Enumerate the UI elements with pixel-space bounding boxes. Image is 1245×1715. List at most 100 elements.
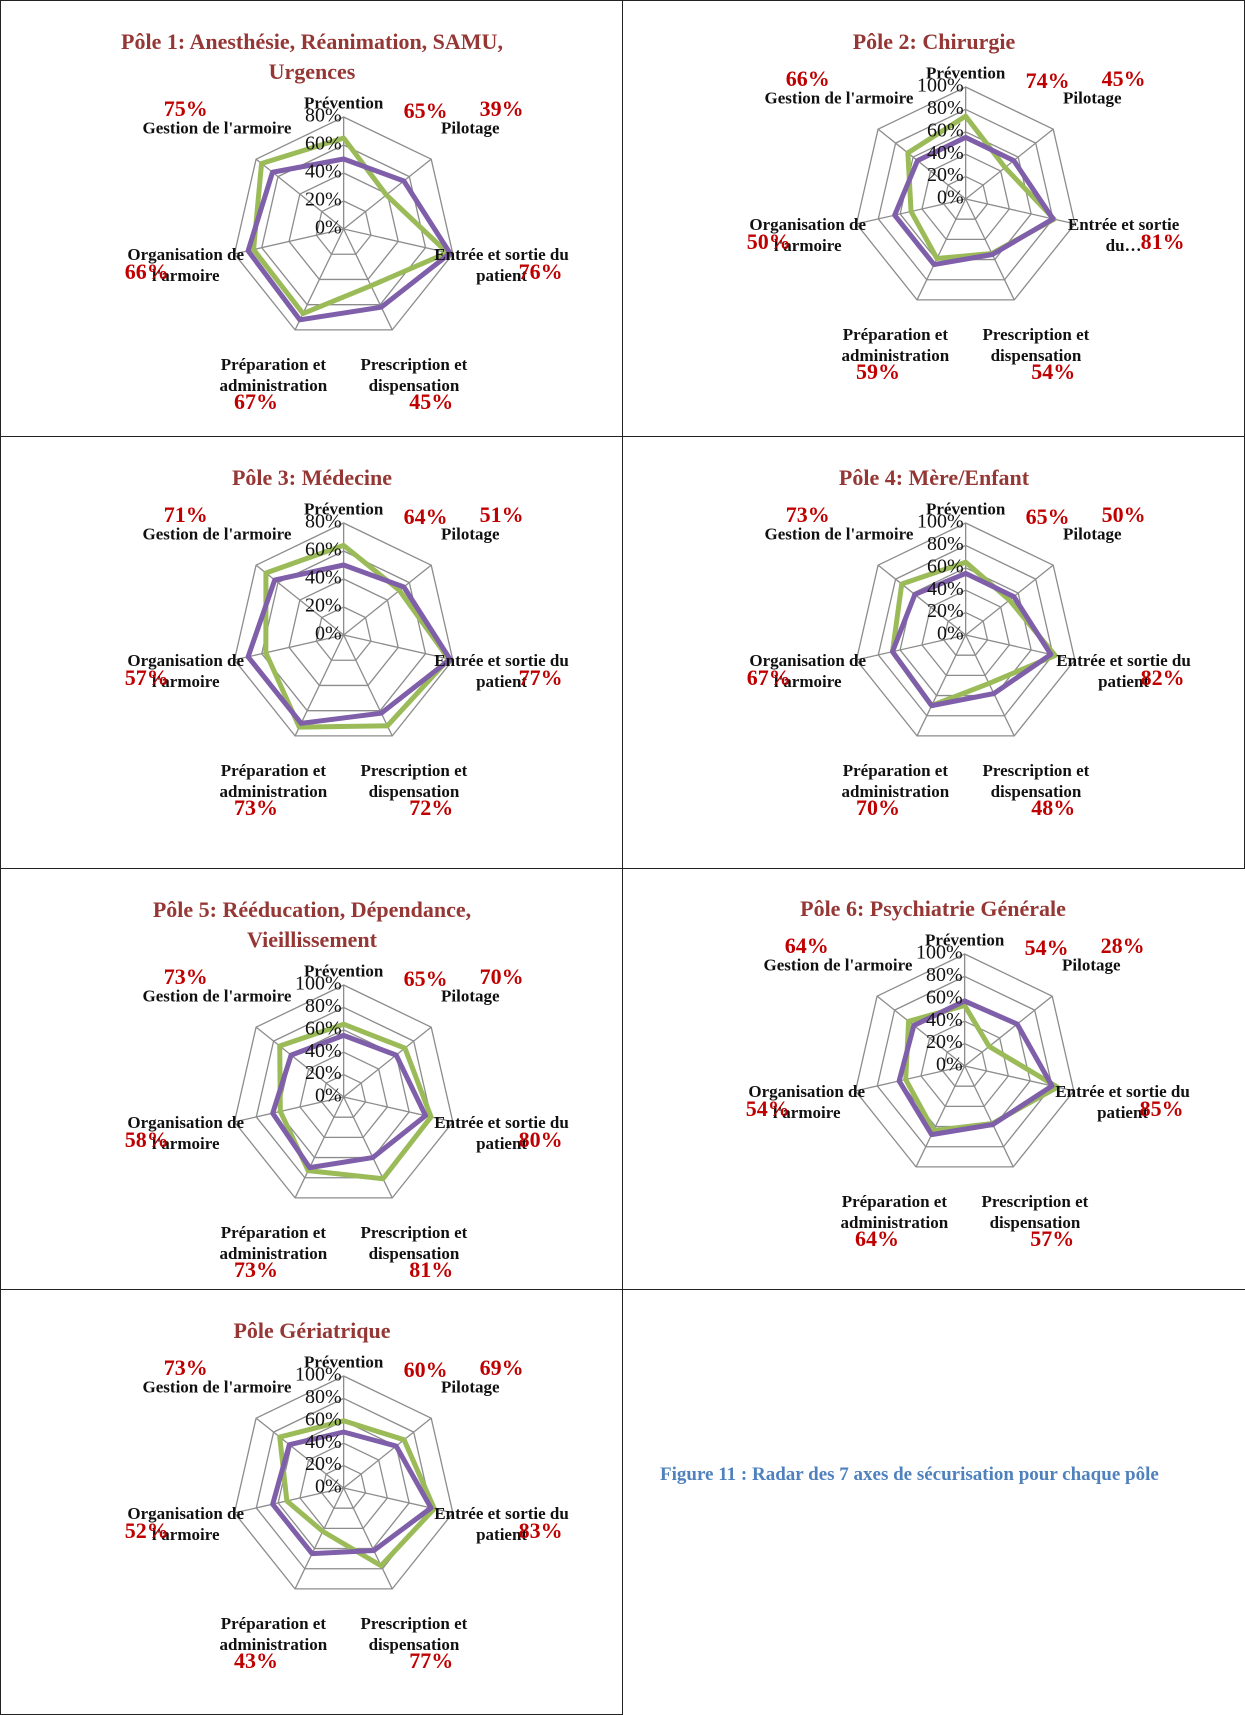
- chart-cell: 0% 20% 40% 60% 80% 100% Pôle 2: Chirurgie Préve…: [622, 0, 1245, 437]
- grid-ring: [261, 144, 427, 306]
- series-line: [905, 113, 1057, 262]
- data-label: 75%: [163, 96, 208, 122]
- grid-ring: [921, 153, 1011, 241]
- data-label: 80%: [518, 1126, 563, 1152]
- chart-cell: 0% 20% 40% 60% 80% 100% Pôle 5: Rééducation, D…: [0, 868, 623, 1290]
- spoke: [343, 1096, 453, 1123]
- radar-chart: 0%20%40%60%80%100%: [233, 1364, 454, 1590]
- grid-ring: [233, 1375, 454, 1590]
- series-line: [892, 134, 1056, 268]
- grid-ring: [877, 544, 1054, 717]
- y-tick-label: 20%: [305, 595, 342, 617]
- grid-ring: [876, 975, 1053, 1148]
- spoke: [915, 1065, 966, 1168]
- axis-label: Pilotage: [1063, 88, 1122, 108]
- axis-label: Organisation de l'armoire: [749, 215, 867, 256]
- axis-label: Prévention: [925, 63, 1006, 83]
- grid-ring: [321, 1073, 367, 1118]
- axis-label: Organisation de l'armoire: [127, 1113, 245, 1154]
- axis-label: Prescription et dispensation: [360, 1222, 468, 1263]
- data-label: 66%: [785, 66, 830, 92]
- y-tick-label: 80%: [305, 105, 342, 127]
- grid-ring: [877, 108, 1054, 281]
- axis-label: Entrée et sortie du patient: [434, 651, 569, 692]
- y-tick-label: 80%: [305, 1386, 342, 1408]
- spoke: [343, 1417, 432, 1489]
- y-tick-label: 100%: [917, 75, 964, 97]
- spoke: [343, 634, 393, 737]
- axis-label: Prescription et dispensation: [360, 760, 468, 801]
- data-label: 45%: [409, 388, 454, 414]
- axis-label: Préparation et administration: [219, 760, 328, 801]
- y-tick-label: 40%: [926, 1009, 963, 1031]
- y-tick-label: 40%: [305, 1040, 342, 1062]
- y-tick-label: 80%: [927, 97, 964, 119]
- series-line: [245, 562, 453, 726]
- data-label: 57%: [1030, 1225, 1075, 1251]
- y-tick-label: 40%: [927, 142, 964, 164]
- axis-label: Entrée et sortie du patient: [434, 1504, 569, 1545]
- grid-ring: [315, 200, 372, 255]
- axis-label: Pilotage: [441, 1377, 500, 1397]
- chart-cell: 0% 20% 40% 60% 80% 100% Pôle Gériatrique Préven…: [0, 1289, 623, 1715]
- grid-ring: [315, 606, 372, 661]
- spoke: [343, 564, 432, 636]
- radar-chart: 0%20%40%60%80%100%: [855, 511, 1076, 737]
- y-tick-label: 60%: [305, 539, 342, 561]
- chart-title: Pôle 4: Mère/Enfant: [838, 465, 1030, 490]
- axis-label: Gestion de l'armoire: [142, 118, 292, 138]
- y-tick-label: 60%: [305, 1408, 342, 1430]
- chart-cell: 0% 20% 40% 60% 80% Pôle 1: Anesthésie, Réanim…: [0, 0, 623, 437]
- data-label: 54%: [1031, 358, 1076, 384]
- data-label: 82%: [1140, 664, 1185, 690]
- grid-ring: [255, 1397, 432, 1570]
- spoke: [294, 1096, 345, 1199]
- data-label: 70%: [856, 794, 900, 820]
- spoke: [234, 634, 344, 661]
- data-label: 43%: [234, 1647, 278, 1673]
- axis-label: Entrée et sortie du…: [1067, 215, 1180, 256]
- y-tick-label: 0%: [315, 217, 342, 239]
- grid-ring: [921, 589, 1011, 677]
- spoke: [343, 1026, 432, 1098]
- spoke: [234, 1096, 344, 1123]
- data-label: 65%: [1025, 504, 1070, 530]
- series-line: [889, 559, 1058, 709]
- data-label: 74%: [1025, 68, 1070, 94]
- y-tick-label: 20%: [927, 600, 964, 622]
- series-line: [245, 156, 453, 323]
- data-label: 59%: [856, 358, 900, 384]
- y-tick-label: 60%: [926, 986, 963, 1008]
- data-label: 48%: [1031, 794, 1076, 820]
- axis-label: Prescription et dispensation: [982, 324, 1090, 365]
- spoke: [855, 1065, 965, 1092]
- data-label: 81%: [409, 1256, 454, 1282]
- series-line: [896, 998, 1055, 1138]
- series-line: [277, 1418, 437, 1569]
- data-label: 50%: [1101, 502, 1146, 528]
- data-label: 77%: [409, 1647, 454, 1673]
- axis-label: Préparation et administration: [219, 1222, 328, 1263]
- radar-chart: 0%20%40%60%80%100%: [233, 973, 454, 1199]
- y-tick-label: 0%: [315, 623, 342, 645]
- y-tick-label: 100%: [295, 1364, 342, 1386]
- axis-label: Préparation et administration: [841, 324, 950, 365]
- data-label: 67%: [746, 664, 791, 690]
- data-label: 52%: [124, 1517, 169, 1543]
- data-label: 64%: [784, 933, 829, 959]
- axis-label: Entrée et sortie du patient: [434, 245, 569, 286]
- grid-ring: [288, 578, 399, 687]
- grid-ring: [920, 1020, 1010, 1108]
- axis-label: Gestion de l'armoire: [763, 955, 913, 975]
- series-line: [263, 542, 452, 730]
- grid-ring: [855, 86, 1076, 301]
- grid-ring: [233, 984, 454, 1199]
- grid-ring: [288, 172, 399, 281]
- axis-label: Prescription et dispensation: [981, 1191, 1089, 1232]
- spoke: [255, 564, 345, 636]
- data-label: 60%: [403, 1357, 448, 1383]
- axis-label: Pilotage: [441, 118, 500, 138]
- chart-title: Pôle 2: Chirurgie: [852, 29, 1016, 54]
- data-label: 76%: [518, 258, 563, 284]
- spoke: [964, 1065, 1014, 1168]
